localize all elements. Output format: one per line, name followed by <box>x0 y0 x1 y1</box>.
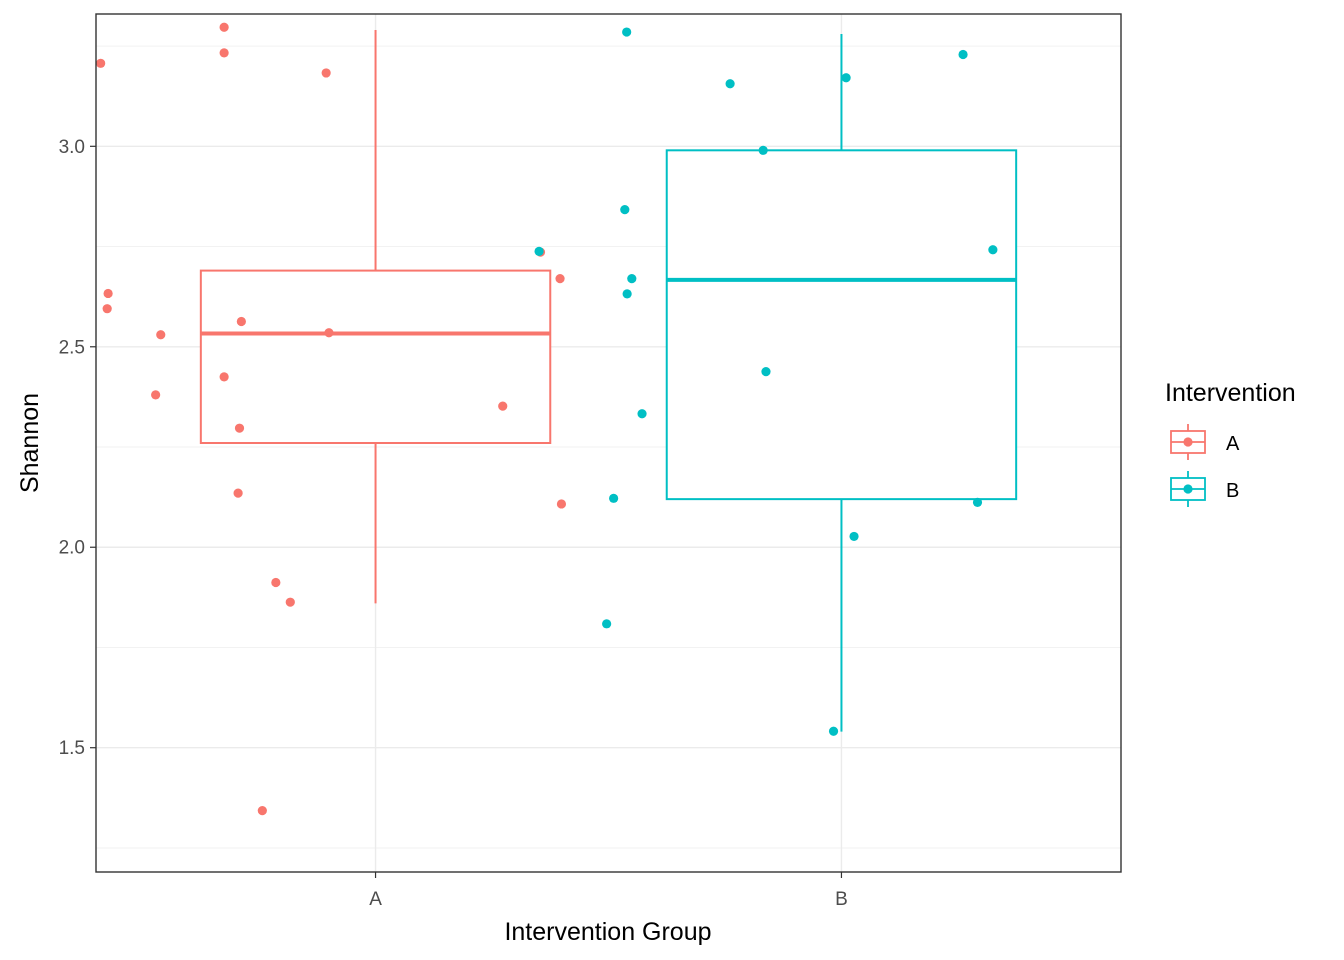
point-a <box>233 488 243 498</box>
point-a <box>156 330 166 340</box>
point-a <box>321 68 331 78</box>
legend: Intervention A B <box>1165 379 1296 507</box>
point-a <box>219 48 229 58</box>
boxes-layer <box>199 30 1018 732</box>
point-a <box>96 58 106 68</box>
legend-label-a: A <box>1226 433 1240 455</box>
iqr-box <box>199 269 552 445</box>
point-b <box>988 245 998 255</box>
point-b <box>622 27 632 37</box>
point-a <box>236 316 246 327</box>
x-tick-label: B <box>835 889 848 910</box>
iqr-box <box>665 149 1018 501</box>
y-axis-title: Shannon <box>16 393 44 493</box>
point-a <box>555 274 565 284</box>
point-a <box>102 304 112 314</box>
x-axis-title: Intervention Group <box>504 918 711 946</box>
point-b <box>849 531 859 542</box>
y-axis: 1.5 2.0 2.5 3.0 <box>59 137 96 759</box>
box-a <box>199 30 552 604</box>
y-tick-label: 2.5 <box>59 337 85 358</box>
point-b <box>958 49 968 60</box>
point-b <box>841 73 851 83</box>
legend-point <box>1183 437 1193 447</box>
point-b <box>637 409 647 419</box>
point-b <box>758 145 768 155</box>
point-a <box>324 328 334 338</box>
x-tick-label: A <box>369 889 382 910</box>
y-tick-label: 1.5 <box>59 738 85 759</box>
point-a <box>151 390 161 400</box>
point-b <box>627 274 637 284</box>
y-tick-label: 2.0 <box>59 538 85 559</box>
point-a <box>271 577 281 588</box>
point-b <box>602 619 612 629</box>
point-a <box>219 22 229 32</box>
plot-border <box>95 13 1122 873</box>
point-b <box>620 205 630 215</box>
legend-key-b <box>1170 471 1206 507</box>
points-layer <box>96 22 998 816</box>
y-tick-label: 3.0 <box>59 137 85 158</box>
point-a <box>556 499 567 509</box>
point-b <box>609 493 619 503</box>
point-b <box>534 246 544 256</box>
point-a <box>103 288 113 299</box>
point-a <box>257 806 267 816</box>
legend-key-a <box>1170 424 1206 460</box>
point-b <box>622 289 632 299</box>
box-b <box>665 34 1018 732</box>
legend-label-b: B <box>1226 480 1239 502</box>
point-b <box>725 79 735 89</box>
legend-keys <box>1170 424 1206 507</box>
legend-title: Intervention <box>1165 379 1296 407</box>
legend-point <box>1183 484 1193 494</box>
point-b <box>828 726 839 736</box>
point-a <box>285 597 295 607</box>
point-a <box>219 372 229 382</box>
point-a <box>234 423 245 433</box>
point-b <box>972 497 983 507</box>
point-b <box>761 367 771 377</box>
point-a <box>498 401 508 411</box>
